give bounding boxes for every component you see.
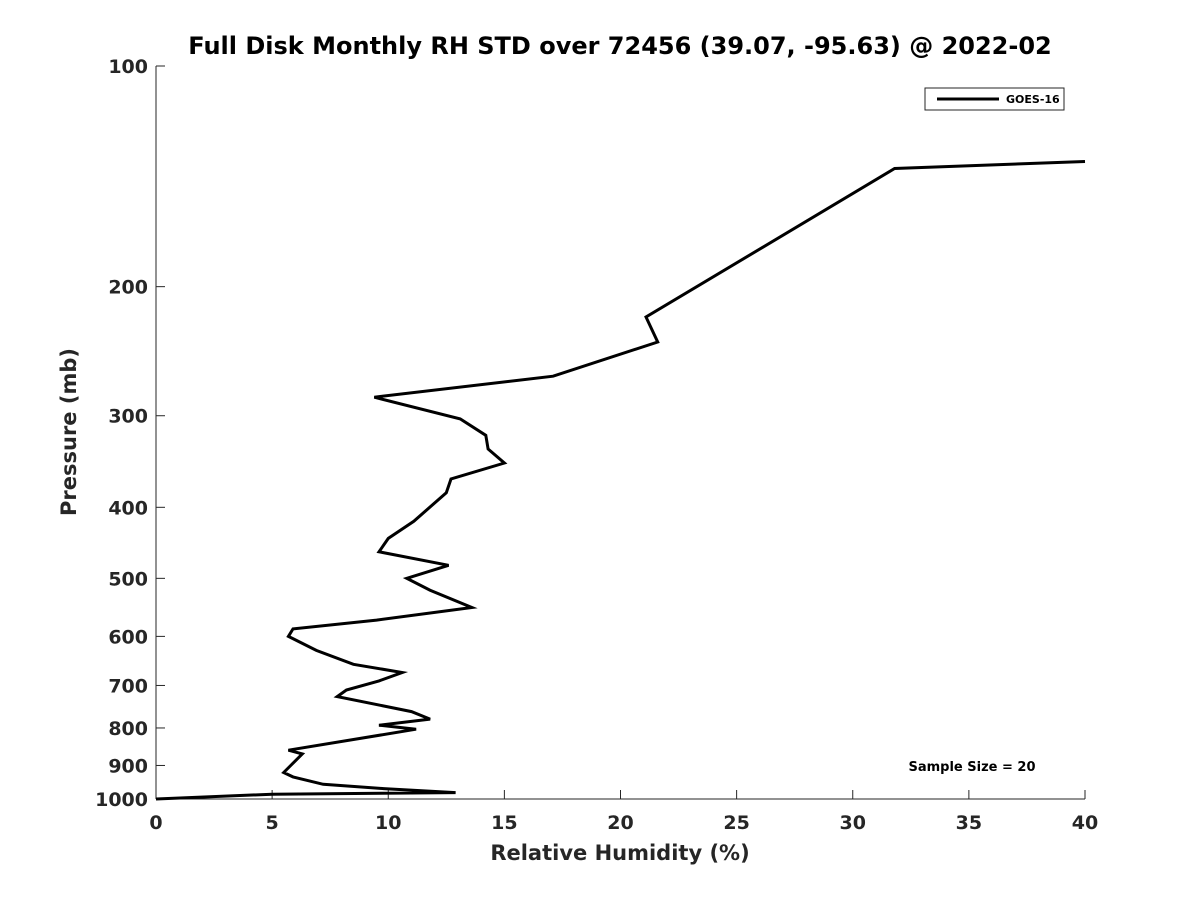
y-axis-ticks: 100 200 300 400 500 600 700 800 900 1000 (95, 56, 165, 811)
x-tick-label: 30 (840, 812, 866, 834)
x-tick-label: 20 (607, 812, 633, 834)
y-tick-label: 300 (108, 406, 148, 428)
x-axis-label: Relative Humidity (%) (490, 841, 749, 865)
x-axis-ticks: 0 5 10 15 20 25 30 35 40 (149, 790, 1098, 834)
sample-size-annotation: Sample Size = 20 (908, 760, 1035, 775)
series-line-goes-16 (155, 160, 1086, 801)
y-tick-label: 100 (108, 56, 148, 78)
y-tick-label: 800 (108, 718, 148, 740)
x-tick-label: 5 (266, 812, 279, 834)
x-tick-label: 0 (149, 812, 162, 834)
chart-title: Full Disk Monthly RH STD over 72456 (39.… (188, 32, 1051, 60)
x-tick-label: 40 (1072, 812, 1098, 834)
y-tick-label: 900 (108, 755, 148, 777)
y-tick-label: 1000 (95, 789, 148, 811)
legend-entry-goes-16: GOES-16 (1006, 93, 1060, 106)
y-tick-label: 400 (108, 497, 148, 519)
x-tick-label: 35 (956, 812, 982, 834)
x-tick-label: 15 (491, 812, 517, 834)
x-tick-label: 10 (375, 812, 401, 834)
series-layer (155, 160, 1086, 801)
legend: GOES-16 (924, 87, 1065, 111)
x-tick-label: 25 (723, 812, 749, 834)
y-tick-label: 700 (108, 675, 148, 697)
y-axis-label: Pressure (mb) (57, 348, 81, 516)
y-tick-label: 200 (108, 277, 148, 299)
plot-area (156, 66, 1085, 799)
y-tick-label: 600 (108, 626, 148, 648)
y-tick-label: 500 (108, 568, 148, 590)
